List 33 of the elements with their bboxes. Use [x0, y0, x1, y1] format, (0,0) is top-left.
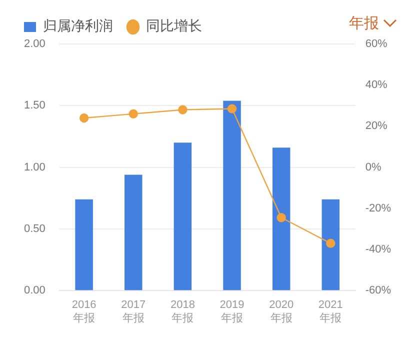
x-tick-label: 2017 年报: [121, 299, 146, 324]
y-tick-label: 1.00: [24, 161, 46, 174]
y2-tick-label: 60%: [365, 38, 388, 50]
y2-tick-label: -60%: [365, 284, 392, 297]
y2-tick-label: -40%: [365, 244, 392, 256]
y-tick-label: 0.00: [24, 284, 46, 297]
point: [227, 104, 237, 114]
legend-label: 归属净利润: [43, 18, 113, 35]
text: 年报: [349, 14, 379, 33]
point: [276, 213, 286, 222]
x-tick-label: 2016 年报: [72, 299, 96, 324]
y-tick-label: 0.50: [24, 222, 46, 235]
y2-tick-label: 40%: [365, 79, 388, 92]
legend-label: 同比增长: [146, 18, 202, 35]
x-tick-label: 2020 年报: [269, 299, 294, 324]
x-tick-label: 2018 年报: [170, 299, 195, 324]
bar: [272, 148, 290, 290]
y-tick-label: 1.50: [24, 100, 46, 112]
y-tick-label: 2.00: [24, 38, 46, 50]
point: [128, 109, 138, 118]
y2-tick-label: 20%: [365, 120, 388, 132]
point: [326, 238, 336, 248]
x-tick-label: 2021 年报: [318, 299, 343, 324]
point: [79, 113, 89, 123]
x-tick-label: 2019 年报: [220, 299, 244, 324]
bar: [75, 199, 93, 290]
bar: [223, 100, 241, 290]
point: [178, 105, 188, 114]
y2-tick-label: -20%: [365, 202, 392, 214]
bar: [174, 142, 192, 290]
y2-tick-label: 0%: [365, 161, 382, 174]
bar: [124, 174, 142, 290]
bar: [322, 199, 340, 290]
